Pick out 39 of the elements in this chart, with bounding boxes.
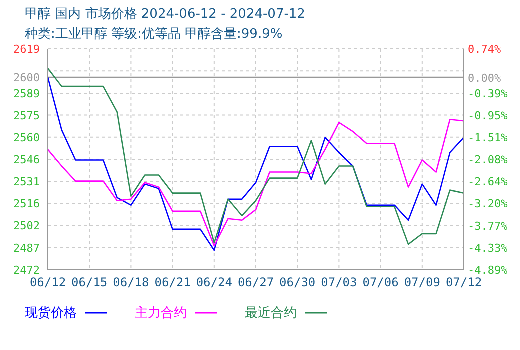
y-tick-label: 2619 (14, 43, 40, 56)
x-tick-label: 06/30 (280, 276, 316, 290)
y2-tick-label: -0.39% (468, 87, 508, 100)
y-tick-label: 2546 (14, 154, 40, 166)
y-tick-label: 2560 (14, 131, 40, 144)
y-tick-label: 2589 (14, 88, 40, 100)
legend-label: 现货价格 (25, 305, 78, 322)
y-tick-label: 2516 (14, 198, 40, 211)
line-series (48, 119, 464, 247)
legend-label: 最近合约 (245, 305, 298, 322)
x-tick-label: 07/09 (404, 276, 440, 290)
y2-tick-label: -2.08% (468, 154, 508, 167)
y2-tick-label: -3.77% (468, 220, 508, 234)
chart-title: 甲醇 国内 市场价格 2024-06-12 - 2024-07-12 (25, 6, 306, 23)
y-tick-label: 2502 (14, 220, 40, 233)
y2-tick-label: -1.51% (468, 131, 508, 144)
y-tick-label: 2575 (14, 109, 40, 122)
x-tick-label: 06/18 (113, 276, 150, 290)
y-tick-label: 2487 (14, 242, 40, 255)
x-tick-label: 07/12 (446, 276, 482, 290)
legend-label: 主力合约 (135, 305, 188, 322)
y2-tick-label: -4.89% (468, 264, 508, 277)
y2-tick-label: 0.74% (468, 43, 502, 56)
x-tick-label: 06/27 (238, 276, 274, 290)
x-tick-label: 07/03 (321, 276, 358, 290)
x-tick-label: 06/21 (154, 276, 191, 290)
y2-tick-label: 0.00% (468, 72, 502, 86)
y2-tick-label: -4.33% (468, 242, 508, 256)
x-tick-label: 06/15 (72, 276, 108, 290)
y2-tick-label: -3.20% (468, 198, 508, 211)
y-tick-label: 2472 (14, 264, 40, 277)
x-tick-label: 07/06 (362, 276, 399, 290)
y-tick-label: 2600 (14, 72, 40, 85)
y-tick-label: 2531 (14, 176, 40, 189)
chart-subtitle: 种类:工业甲醇 等级:优等品 甲醇含量:99.9% (25, 26, 283, 43)
x-tick-label: 06/12 (30, 276, 66, 290)
y2-tick-label: -0.95% (468, 109, 508, 122)
y2-tick-label: -2.64% (468, 176, 508, 189)
x-tick-label: 06/24 (196, 276, 232, 290)
